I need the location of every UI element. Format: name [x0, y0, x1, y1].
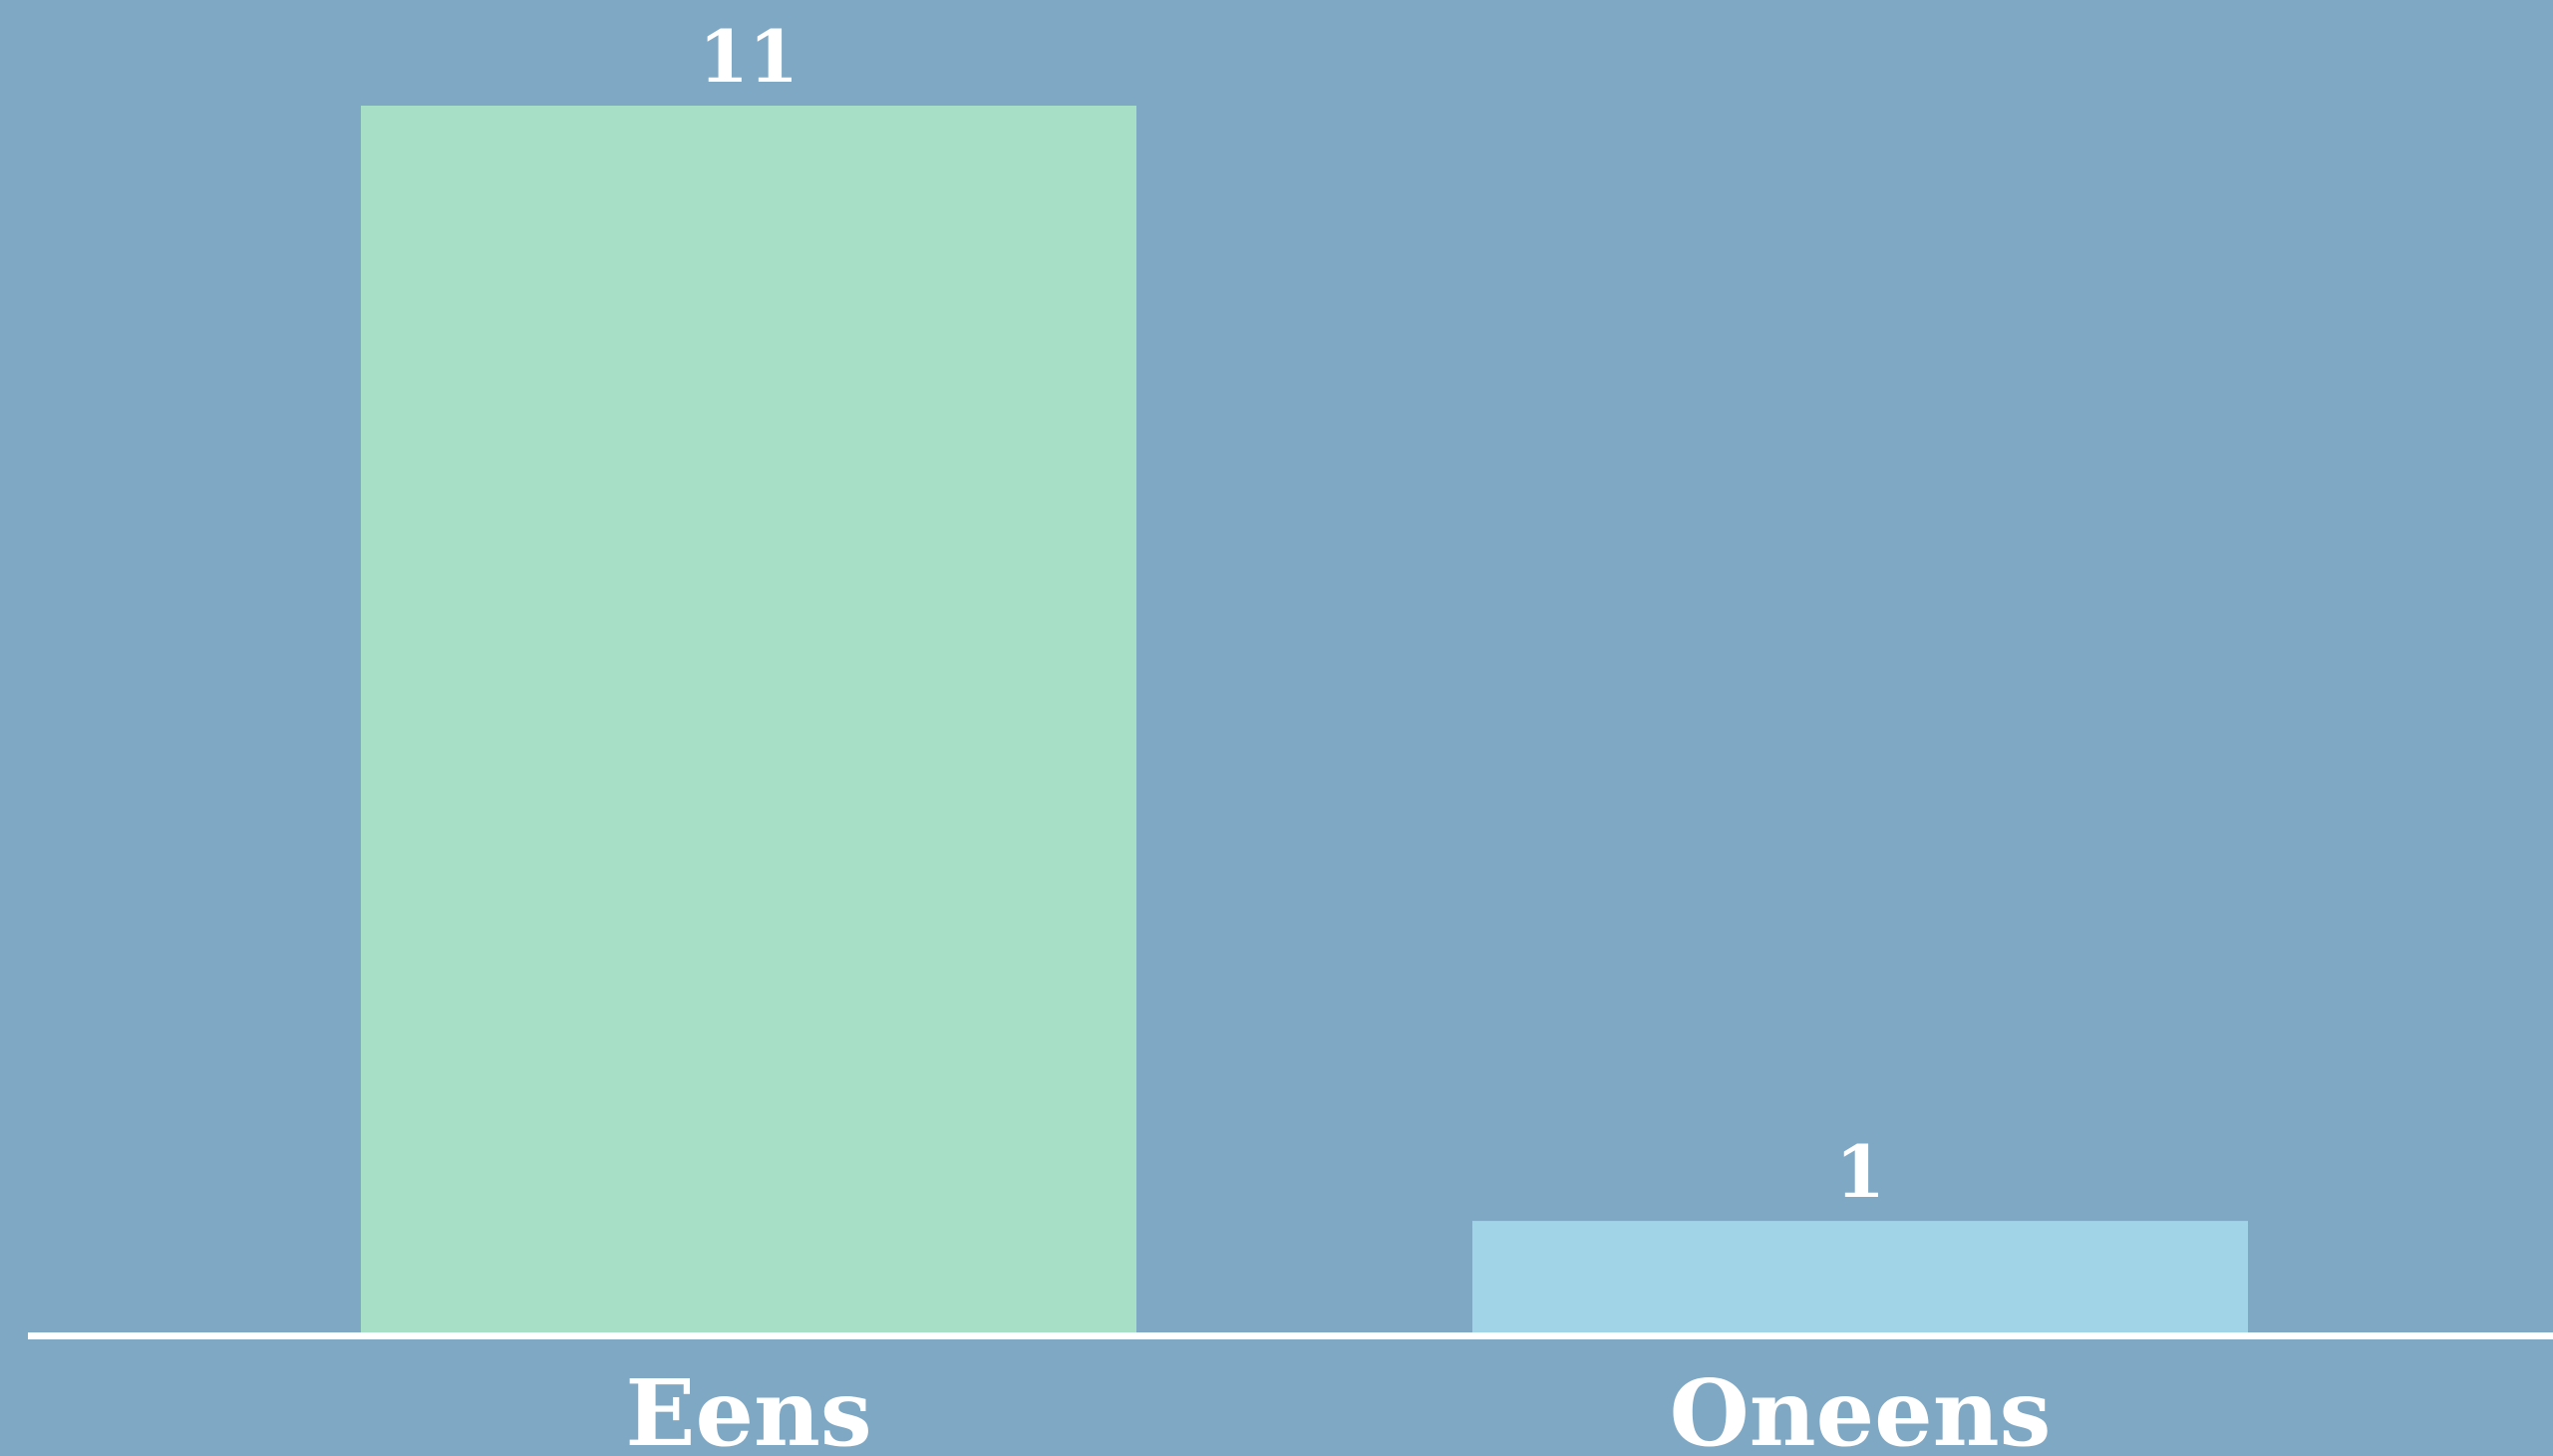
category-label: Oneens: [1670, 1359, 2052, 1456]
category-label: Eens: [625, 1359, 871, 1456]
bar: [1472, 1221, 2248, 1332]
value-label: 1: [1835, 1129, 1885, 1214]
axis-line: [28, 1332, 2553, 1339]
value-label: 11: [699, 14, 798, 99]
bar: [361, 106, 1136, 1332]
